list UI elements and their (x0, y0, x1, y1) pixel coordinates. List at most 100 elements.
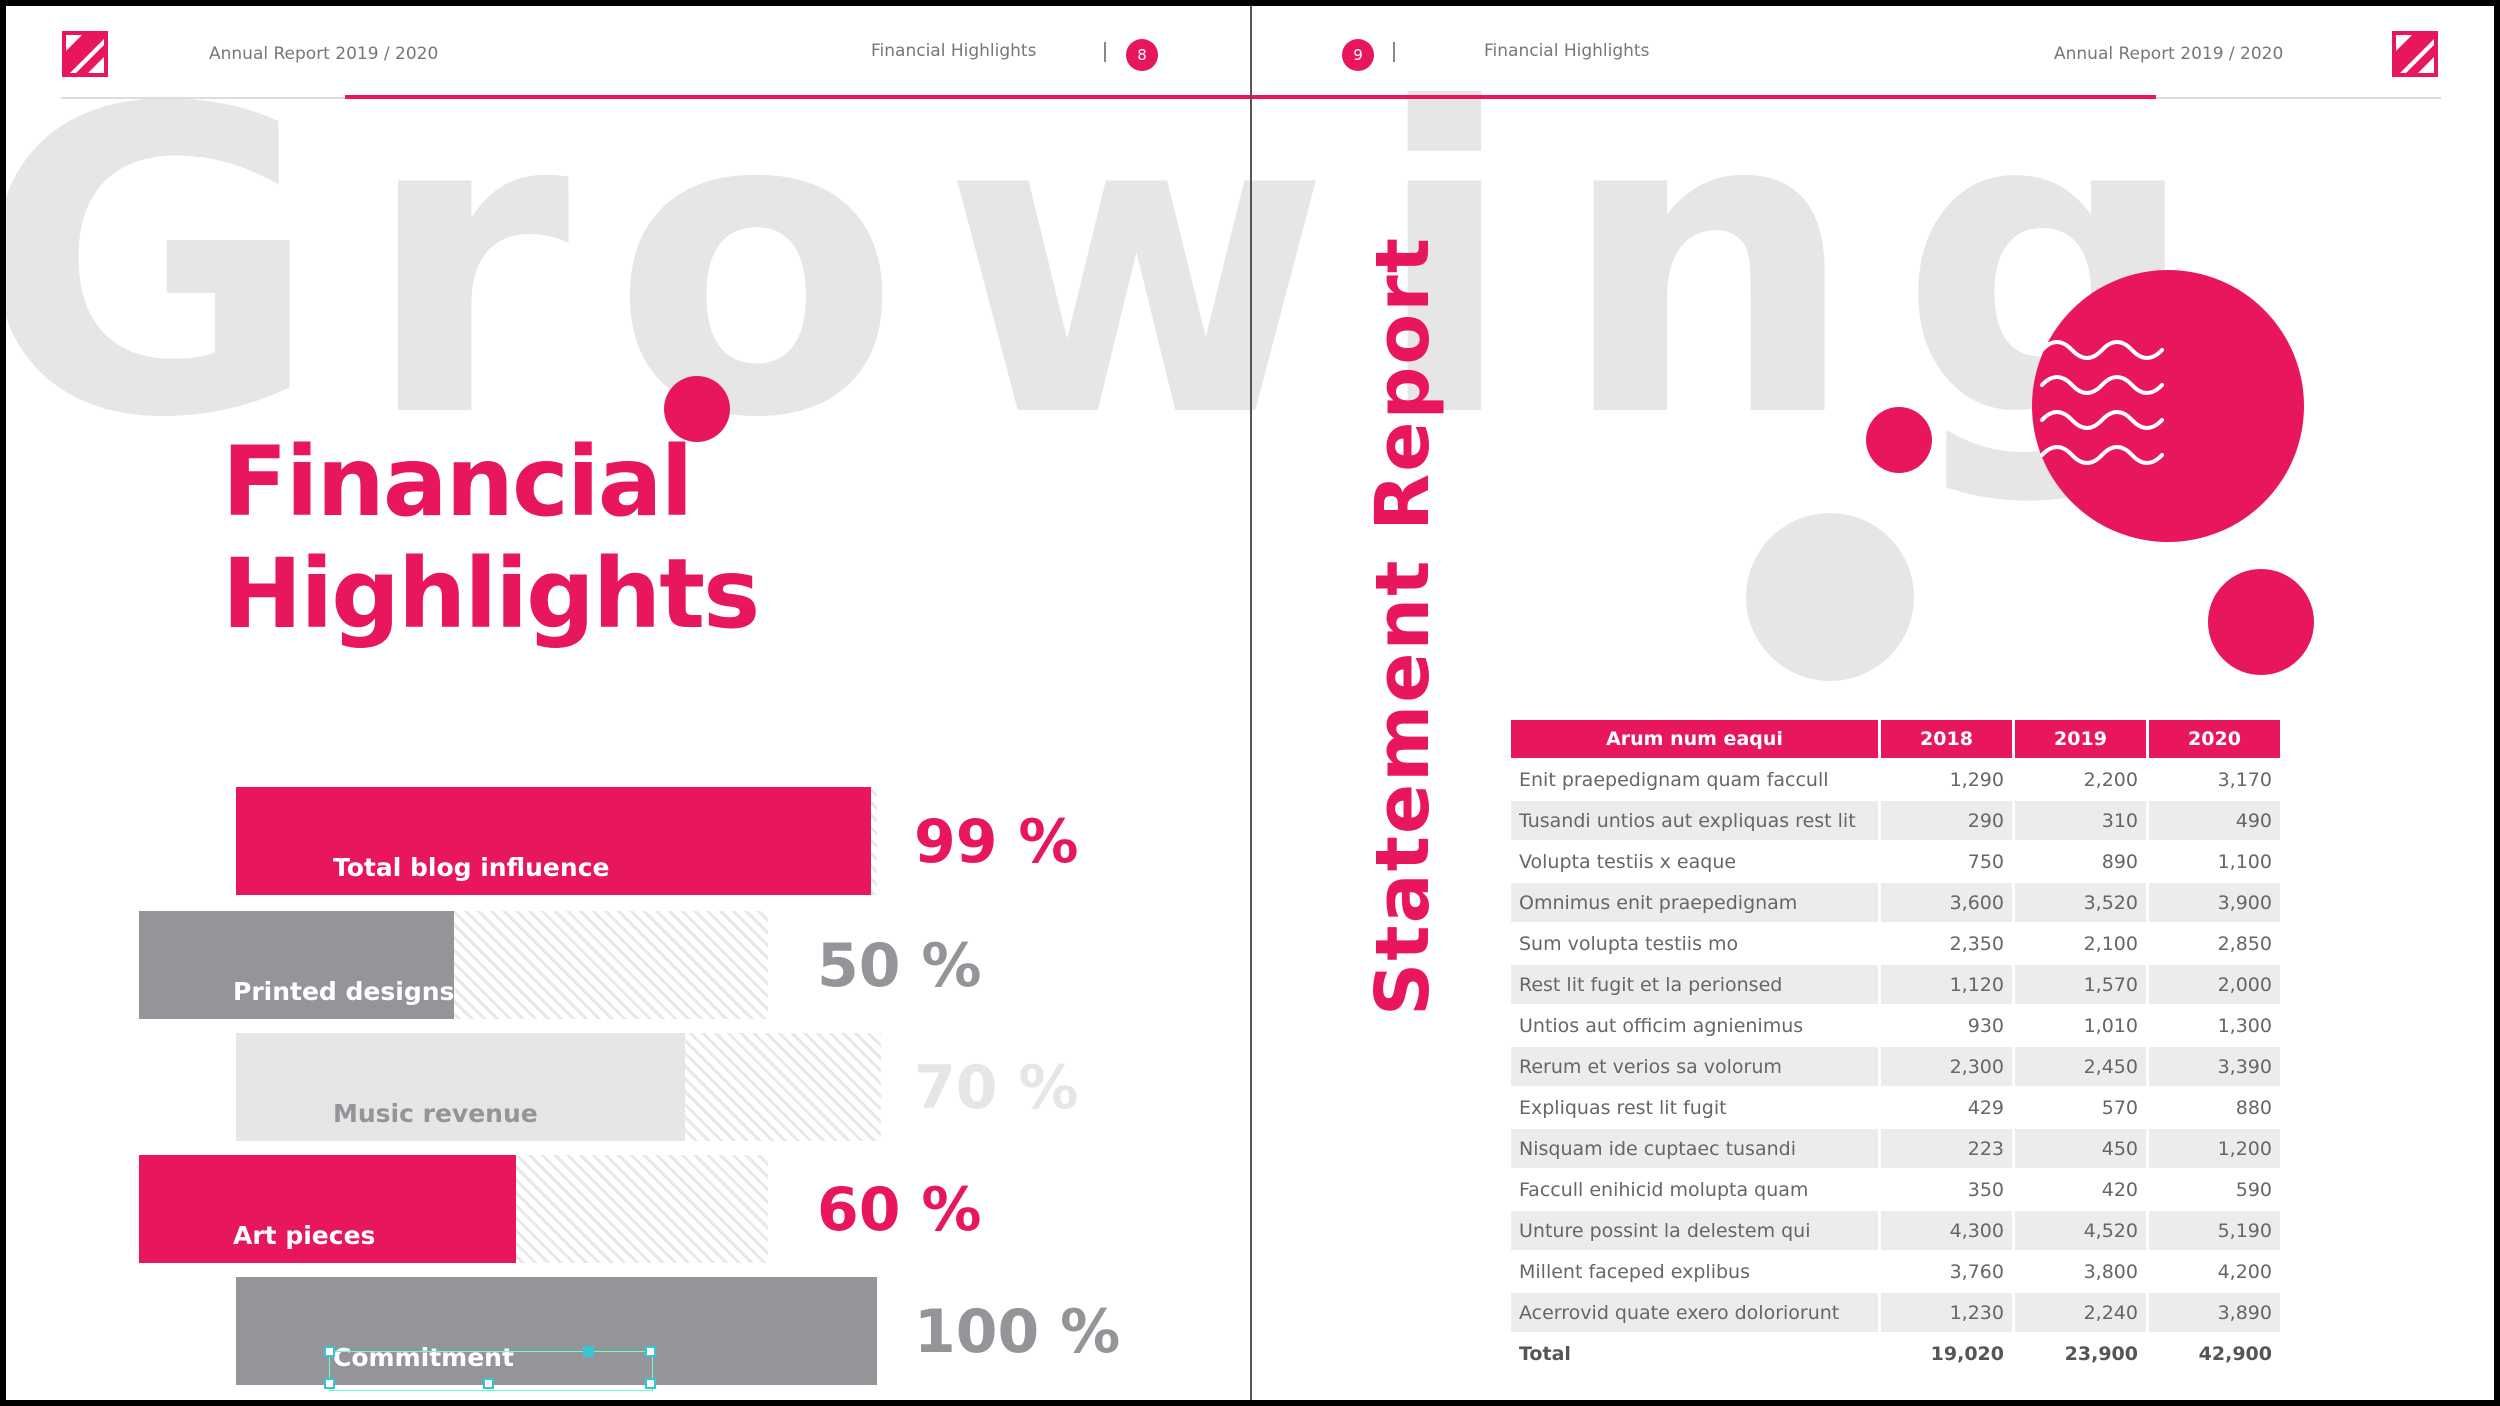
row-label: Sum volupta testiis mo (1519, 932, 1739, 955)
bar-fill (236, 787, 871, 895)
row-value: 570 (2101, 1096, 2138, 1119)
bar-row: Printed designs (139, 911, 784, 1019)
logo-icon (62, 31, 108, 77)
row-label: Acerrovid quate exero doloriorunt (1511, 1293, 1878, 1332)
bar-label: Music revenue (333, 1099, 538, 1128)
text-selection-box[interactable] (329, 1351, 653, 1391)
header-divider-left (1104, 42, 1106, 62)
column-header: 2018 (1881, 720, 2012, 758)
column-header: 2020 (2149, 720, 2280, 758)
row-label: Nisquam ide cuptaec tusandi (1511, 1129, 1878, 1168)
resize-handle[interactable] (483, 1378, 494, 1389)
row-label: Untios aut officim agnienimus (1519, 1014, 1804, 1037)
table-row: Expliquas rest lit fugit 429 570 880 (1511, 1088, 2280, 1127)
header-divider-right (1393, 42, 1395, 62)
row-value: 3,520 (2015, 883, 2146, 922)
table-total-row: Total 19,020 23,900 42,900 (1511, 1334, 2280, 1373)
total-value: 42,900 (2198, 1342, 2272, 1365)
row-value: 290 (1881, 801, 2012, 840)
row-label: Enit praepedignam quam faccull (1519, 768, 1829, 791)
row-value: 2,240 (2015, 1293, 2146, 1332)
row-value: 2,350 (1949, 932, 2004, 955)
row-value: 1,290 (1949, 768, 2004, 791)
bar-value: 50 % (817, 931, 982, 1001)
header-report-title-left: Annual Report 2019 / 2020 (209, 44, 439, 64)
page-gutter (1250, 6, 1252, 1400)
table-row: Rest lit fugit et la perionsed 1,120 1,570… (1511, 965, 2280, 1004)
bar-value: 99 % (914, 807, 1079, 877)
decor-circle (1866, 407, 1932, 473)
row-value: 420 (2101, 1178, 2138, 1201)
bar-label: Art pieces (233, 1221, 376, 1250)
bar-label: Commitment (333, 1343, 514, 1372)
row-value: 429 (1967, 1096, 2004, 1119)
resize-handle[interactable] (645, 1378, 656, 1389)
row-value: 1,570 (2015, 965, 2146, 1004)
row-value: 3,900 (2149, 883, 2280, 922)
row-value: 4,200 (2217, 1260, 2272, 1283)
bar-fill (139, 911, 454, 1019)
row-value: 1,300 (2217, 1014, 2272, 1037)
resize-handle[interactable] (324, 1378, 335, 1389)
row-value: 4,300 (1881, 1211, 2012, 1250)
row-value: 1,120 (1881, 965, 2012, 1004)
bar-row: Art pieces (139, 1155, 784, 1263)
header-section-left: Financial Highlights (871, 41, 1037, 61)
bar-row: Music revenue (236, 1033, 881, 1141)
resize-handle[interactable] (645, 1346, 656, 1357)
row-value: 3,600 (1881, 883, 2012, 922)
row-label: Rerum et verios sa volorum (1511, 1047, 1878, 1086)
row-value: 4,520 (2015, 1211, 2146, 1250)
total-value: 23,900 (2064, 1342, 2138, 1365)
table-row: Tusandi untios aut expliquas rest lit 290… (1511, 801, 2280, 840)
resize-handle[interactable] (324, 1346, 335, 1357)
bar-label: Total blog influence (333, 853, 610, 882)
row-label: Millent faceped explibus (1519, 1260, 1750, 1283)
statement-table: Arum num eaqui 2018 2019 2020 Enit praep… (1508, 718, 2283, 1375)
page-title-line2: Highlights (222, 538, 760, 650)
bar-value: 100 % (914, 1297, 1121, 1367)
page-title: Financial Highlights (222, 426, 760, 650)
row-value: 2,000 (2149, 965, 2280, 1004)
table-row: Enit praepedignam quam faccull 1,290 2,200… (1511, 760, 2280, 799)
header-report-title-right: Annual Report 2019 / 2020 (2054, 44, 2284, 64)
row-value: 2,850 (2217, 932, 2272, 955)
table-header-row: Arum num eaqui 2018 2019 2020 (1511, 720, 2280, 758)
header-section-right: Financial Highlights (1484, 41, 1650, 61)
total-value: 19,020 (1930, 1342, 2004, 1365)
table-row: Unture possint la delestem qui 4,300 4,520… (1511, 1211, 2280, 1250)
report-spread: Growing Annual Report 2019 / 2020 Financ… (6, 6, 2494, 1400)
row-label: Rest lit fugit et la perionsed (1511, 965, 1878, 1004)
bar-fill (236, 1277, 877, 1385)
background-word: Growing (6, 21, 2243, 510)
column-header: 2019 (2015, 720, 2146, 758)
table-row: Untios aut officim agnienimus 930 1,010 1,3… (1511, 1006, 2280, 1045)
row-label: Expliquas rest lit fugit (1519, 1096, 1727, 1119)
total-label: Total (1519, 1342, 1571, 1365)
page-number-left: 8 (1126, 39, 1158, 71)
row-value: 3,760 (1949, 1260, 2004, 1283)
row-value: 750 (1967, 850, 2004, 873)
row-value: 350 (1967, 1178, 2004, 1201)
row-value: 880 (2235, 1096, 2272, 1119)
row-value: 490 (2149, 801, 2280, 840)
decor-circle (664, 376, 730, 442)
row-value: 590 (2235, 1178, 2272, 1201)
row-value: 2,100 (2083, 932, 2138, 955)
bar-value: 70 % (914, 1053, 1079, 1123)
table-row: Rerum et verios sa volorum 2,300 2,450 3,39… (1511, 1047, 2280, 1086)
logo-icon (2392, 31, 2438, 77)
table-row: Omnimus enit praepedignam 3,600 3,520 3,900 (1511, 883, 2280, 922)
row-value: 1,010 (2083, 1014, 2138, 1037)
row-label: Tusandi untios aut expliquas rest lit (1511, 801, 1878, 840)
wave-circle-icon (2032, 270, 2304, 542)
row-value: 890 (2101, 850, 2138, 873)
row-value: 3,170 (2217, 768, 2272, 791)
bar-label: Printed designs (233, 977, 455, 1006)
row-value: 3,800 (2083, 1260, 2138, 1283)
row-label: Volupta testiis x eaque (1519, 850, 1737, 873)
bar-row: Commitment (236, 1277, 881, 1385)
row-value: 3,390 (2149, 1047, 2280, 1086)
rotate-handle[interactable] (583, 1346, 594, 1357)
table-row: Faccull enihicid molupta quam 350 420 590 (1511, 1170, 2280, 1209)
